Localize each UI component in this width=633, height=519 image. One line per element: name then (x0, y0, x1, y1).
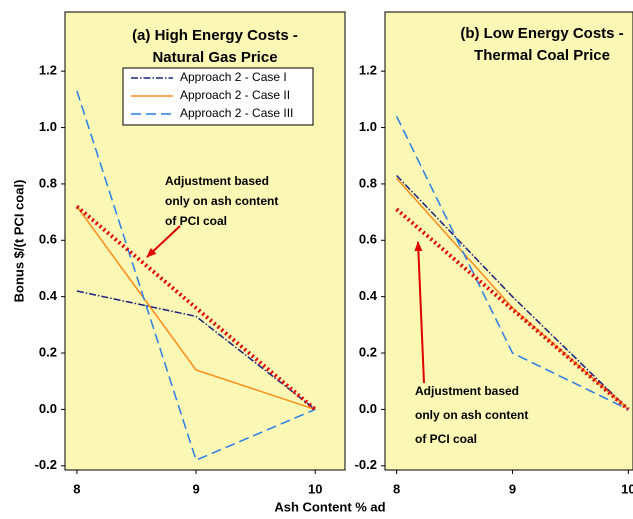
x-tick-label: 8 (393, 481, 400, 496)
y-tick-label: 0.0 (359, 401, 377, 416)
y-tick-label: 0.4 (359, 288, 378, 303)
x-tick-label: 9 (509, 481, 516, 496)
adjustment-line (395, 207, 630, 411)
annotation: of PCI coal (165, 214, 227, 228)
legend-text: Approach 2 - Case I (180, 70, 287, 84)
y-axis-label: Bonus $/(t PCI coal) (11, 180, 26, 303)
series-line (396, 174, 629, 410)
x-tick-label: 9 (192, 481, 199, 496)
y-tick-label: 1.0 (359, 119, 377, 134)
annotation: Adjustment based (415, 384, 519, 398)
adjustment-line (75, 204, 317, 411)
series-line (76, 90, 316, 462)
y-tick-label: 0.2 (39, 344, 57, 359)
annotation: only on ash content (165, 194, 278, 208)
panel-title: (a) High Energy Costs - (132, 27, 298, 44)
annotation: of PCI coal (415, 432, 477, 446)
annotation-arrow (414, 241, 425, 384)
x-tick-label: 10 (621, 481, 633, 496)
series-line (395, 115, 629, 411)
y-tick-label: 0.2 (359, 344, 377, 359)
annotation-arrow (146, 225, 181, 258)
y-tick-label: 0.6 (39, 232, 57, 247)
panel-title: Natural Gas Price (152, 49, 277, 66)
y-tick-label: 0.0 (39, 401, 57, 416)
y-tick-label: -0.2 (355, 457, 377, 472)
y-tick-label: 1.0 (39, 119, 57, 134)
y-tick-label: -0.2 (35, 457, 57, 472)
legend-text: Approach 2 - Case III (180, 106, 293, 120)
y-tick-label: 0.6 (359, 232, 377, 247)
y-tick-label: 0.8 (39, 175, 57, 190)
y-tick-label: 0.8 (359, 175, 377, 190)
annotation: only on ash content (415, 408, 528, 422)
panel-title: Thermal Coal Price (474, 47, 610, 64)
legend-text: Approach 2 - Case II (180, 88, 290, 102)
panel-title: (b) Low Energy Costs - (460, 25, 623, 42)
series-line (76, 206, 316, 411)
x-axis-label: Ash Content % ad (274, 499, 385, 514)
y-tick-label: 0.4 (39, 288, 58, 303)
x-tick-label: 10 (308, 481, 322, 496)
series-line (76, 290, 316, 410)
series-line (396, 177, 629, 410)
annotation: Adjustment based (165, 174, 269, 188)
x-tick-label: 8 (73, 481, 80, 496)
y-tick-label: 1.2 (39, 63, 57, 78)
y-tick-label: 1.2 (359, 63, 377, 78)
plot-area (384, 11, 633, 471)
